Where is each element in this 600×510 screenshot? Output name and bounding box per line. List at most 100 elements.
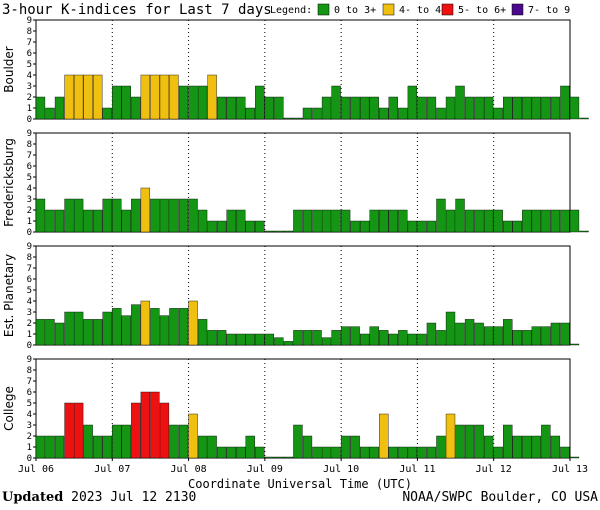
x-tick-label: Jul 11: [399, 464, 435, 475]
k-index-bar: [417, 220, 427, 233]
k-index-bar: [274, 96, 284, 120]
k-index-bar: [216, 96, 227, 120]
k-index-bar: [503, 319, 513, 346]
k-index-bar: [455, 322, 465, 346]
y-tick-label: 0: [27, 454, 32, 464]
k-index-bar: [369, 209, 379, 233]
y-tick-label: 7: [27, 151, 32, 161]
legend-label: Legend:: [270, 5, 312, 16]
k-index-bar: [102, 107, 112, 120]
k-index-bar: [140, 187, 151, 233]
k-index-bar: [455, 198, 465, 233]
k-index-bar: [216, 330, 227, 346]
y-tick-label: 5: [27, 399, 32, 409]
legend-swatch: [511, 3, 524, 16]
k-index-bar: [178, 198, 189, 233]
k-index-bar: [302, 209, 313, 233]
k-index-bar: [64, 311, 74, 346]
k-index-bar: [245, 220, 255, 233]
k-index-bar: [150, 198, 160, 233]
k-index-bar: [83, 74, 93, 120]
k-index-bar: [522, 435, 532, 459]
k-index-bar: [417, 446, 427, 459]
k-index-bar: [360, 446, 370, 459]
y-tick-label: 6: [27, 388, 32, 398]
k-index-bar: [474, 424, 484, 459]
k-index-bar: [264, 96, 274, 120]
k-index-bar: [169, 308, 179, 346]
k-index-bar: [188, 300, 198, 346]
k-index-bar: [112, 85, 122, 120]
k-index-bar: [512, 435, 522, 459]
k-index-bar: [140, 300, 151, 346]
k-index-bar: [178, 308, 189, 346]
k-index-bar: [293, 424, 303, 459]
k-index-bar: [388, 446, 398, 459]
k-index-bar: [140, 74, 151, 120]
k-index-bar: [274, 230, 284, 233]
k-index-bar: [93, 435, 103, 459]
k-index-bar: [407, 220, 418, 233]
k-index-bar: [274, 456, 284, 459]
k-index-bar: [569, 343, 580, 346]
y-tick-label: 4: [27, 184, 32, 194]
k-index-bar: [150, 308, 160, 346]
k-index-bar: [369, 326, 379, 346]
k-index-bar: [312, 209, 322, 233]
k-index-bar: [464, 319, 475, 346]
x-tick-label: Jul 13: [552, 464, 588, 475]
k-index-bar: [398, 330, 408, 346]
y-tick-label: 2: [27, 319, 32, 329]
k-index-bar: [283, 456, 294, 459]
k-index-bar: [493, 326, 503, 346]
y-tick-label: 9: [27, 16, 32, 26]
k-index-bar: [274, 337, 284, 346]
updated-value: 2023 Jul 12 2130: [71, 490, 197, 505]
x-tick-label: Jul 10: [323, 464, 359, 475]
k-index-bar: [245, 107, 255, 120]
y-tick-label: 8: [27, 27, 32, 37]
legend-swatch: [317, 3, 330, 16]
k-index-bar: [360, 333, 370, 346]
k-index-bar: [73, 198, 84, 233]
k-index-bar: [417, 96, 427, 120]
k-index-bar: [350, 435, 360, 459]
panels: 0123456789Boulder0123456789Fredericksbur…: [2, 16, 589, 464]
k-index-bar: [483, 96, 494, 120]
k-index-bar: [426, 322, 437, 346]
k-index-bar: [178, 85, 189, 120]
k-index-bar: [293, 330, 303, 346]
k-index-bar: [493, 209, 503, 233]
x-tick-label: Jul 07: [94, 464, 130, 475]
k-index-bar: [522, 209, 532, 233]
k-index-bar: [255, 446, 265, 459]
k-index-bar: [131, 198, 141, 233]
k-index-bar: [541, 96, 551, 120]
k-index-bar: [45, 107, 55, 120]
k-index-bar: [560, 446, 570, 459]
k-index-bar: [312, 107, 322, 120]
k-index-bar: [226, 333, 236, 346]
k-index-bar: [112, 424, 122, 459]
k-index-bar: [388, 96, 398, 120]
k-index-bar: [302, 435, 313, 459]
k-index-bar: [150, 74, 160, 120]
k-index-bar: [426, 220, 437, 233]
k-index-bar: [255, 85, 265, 120]
updated-word: Updated: [2, 490, 64, 505]
k-index-bar: [417, 333, 427, 346]
y-tick-label: 2: [27, 93, 32, 103]
k-index-bar: [560, 85, 570, 120]
k-index-bar: [207, 435, 217, 459]
y-tick-label: 4: [27, 410, 32, 420]
x-tick-label: Jul 09: [247, 464, 283, 475]
k-index-bar: [445, 209, 456, 233]
k-index-bar: [550, 435, 561, 459]
k-index-bar: [388, 333, 398, 346]
y-tick-label: 4: [27, 71, 32, 81]
k-index-bar: [483, 209, 494, 233]
legend: 0 to 3+ 4- to 4+ 5- to 6+ 7- to 9: [317, 3, 570, 16]
legend-swatch: [441, 3, 454, 16]
